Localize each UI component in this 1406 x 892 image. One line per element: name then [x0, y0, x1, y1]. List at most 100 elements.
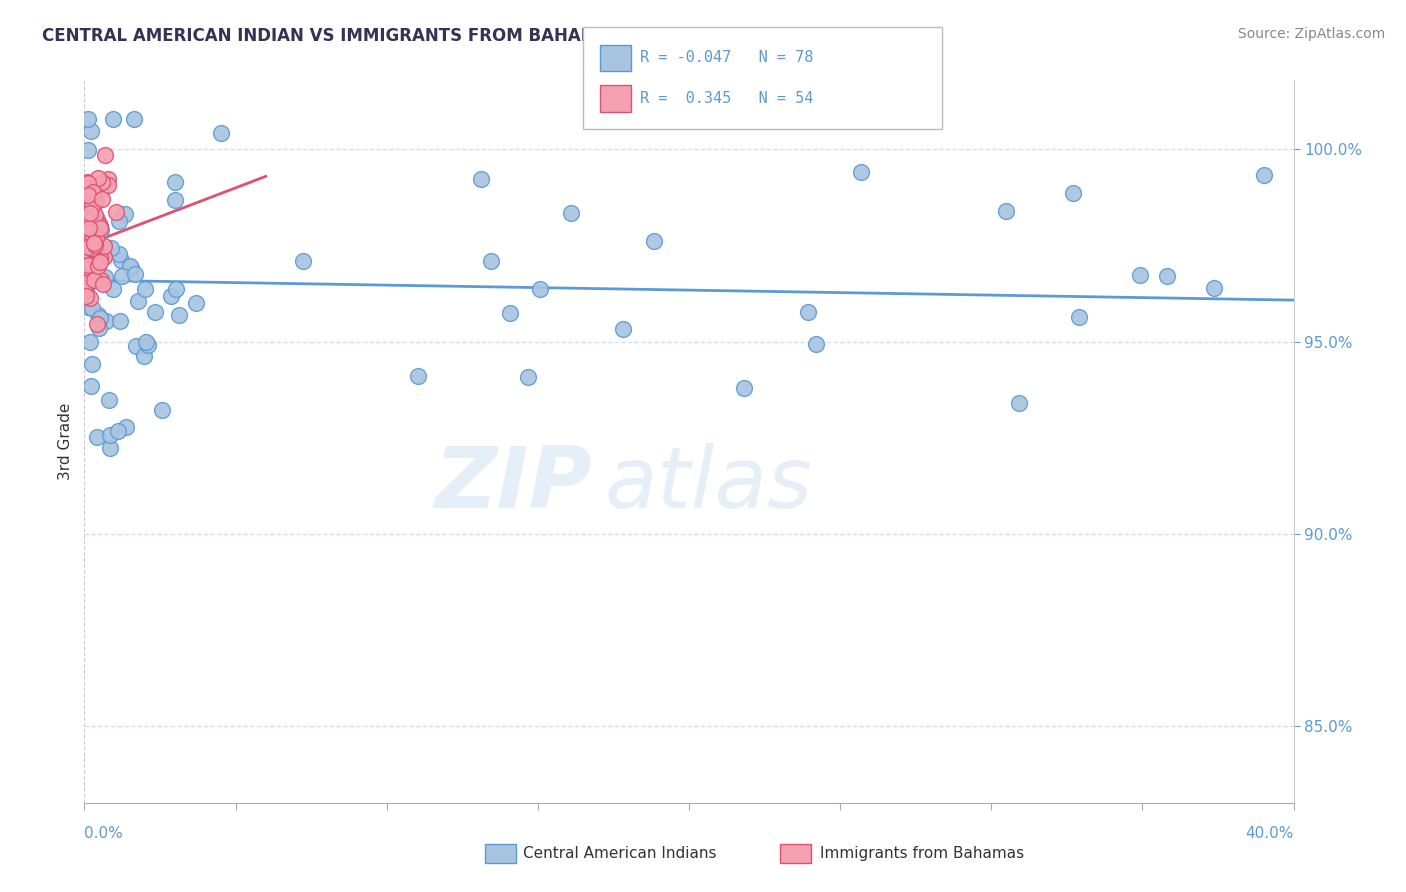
Point [73, 223, 96, 237]
Point [76, 203, 98, 218]
Point [138, 338, 160, 352]
Point [93, 238, 115, 252]
Point [143, 305, 166, 319]
Point [1253, 168, 1275, 182]
Text: 40.0%: 40.0% [1246, 826, 1294, 841]
Point [209, 127, 232, 141]
Point [100, 241, 122, 255]
Point [97, 172, 120, 186]
Point [86, 430, 108, 444]
Point [1007, 395, 1029, 409]
Point [86, 256, 108, 270]
Point [76, 300, 98, 314]
Point [1067, 310, 1090, 324]
Point [87, 259, 110, 273]
Point [163, 193, 186, 207]
Point [481, 254, 503, 268]
Point [86, 317, 108, 331]
Point [83, 273, 105, 287]
Point [995, 203, 1018, 218]
Point [498, 305, 520, 319]
Point [408, 368, 430, 383]
Point [733, 381, 755, 395]
Point [89, 251, 111, 265]
Point [90, 222, 112, 236]
Point [75, 282, 97, 296]
Point [93, 250, 115, 264]
Point [132, 349, 155, 363]
Point [79, 244, 101, 259]
Point [75, 201, 97, 215]
Point [87, 308, 110, 322]
Point [292, 253, 315, 268]
Point [804, 337, 827, 351]
Point [76, 234, 98, 248]
Point [115, 420, 138, 434]
Point [76, 143, 98, 157]
Point [77, 258, 100, 272]
Point [643, 235, 665, 249]
Text: ZIP: ZIP [434, 443, 592, 526]
Point [84, 194, 107, 208]
Point [75, 277, 97, 291]
Point [107, 247, 129, 261]
Point [76, 240, 98, 254]
Point [89, 219, 111, 233]
Point [108, 314, 131, 328]
Point [1204, 281, 1226, 295]
Point [529, 282, 551, 296]
Point [89, 220, 111, 235]
Point [135, 334, 157, 349]
Text: 0.0%: 0.0% [84, 826, 124, 841]
Point [98, 393, 121, 408]
Point [87, 321, 110, 335]
Point [91, 182, 114, 196]
Point [516, 370, 538, 384]
Point [83, 235, 105, 250]
Point [91, 277, 114, 292]
Y-axis label: 3rd Grade: 3rd Grade [58, 403, 73, 480]
Point [127, 294, 149, 309]
Point [94, 314, 117, 328]
Text: CENTRAL AMERICAN INDIAN VS IMMIGRANTS FROM BAHAMAS 3RD GRADE CORRELATION CHART: CENTRAL AMERICAN INDIAN VS IMMIGRANTS FR… [42, 27, 942, 45]
Text: Source: ZipAtlas.com: Source: ZipAtlas.com [1237, 27, 1385, 41]
Point [124, 267, 146, 281]
Point [79, 206, 101, 220]
Point [94, 270, 117, 285]
Point [165, 282, 187, 296]
Point [134, 282, 156, 296]
Point [77, 220, 100, 235]
Point [152, 402, 174, 417]
Point [125, 339, 148, 353]
Text: atlas: atlas [605, 443, 813, 526]
Point [1129, 268, 1152, 282]
Point [75, 208, 97, 222]
Point [76, 188, 98, 202]
Point [470, 171, 492, 186]
Point [75, 254, 97, 268]
Point [75, 277, 97, 292]
Text: R = -0.047   N = 78: R = -0.047 N = 78 [640, 51, 813, 65]
Text: R =  0.345   N = 54: R = 0.345 N = 54 [640, 91, 813, 105]
Point [87, 170, 110, 185]
Point [76, 181, 98, 195]
Point [849, 165, 872, 179]
Point [73, 210, 96, 224]
Point [83, 237, 105, 252]
Point [90, 192, 112, 206]
Point [84, 253, 107, 268]
Point [89, 273, 111, 287]
Point [79, 334, 101, 349]
Point [80, 124, 103, 138]
Point [94, 148, 117, 162]
Point [110, 253, 132, 268]
Point [107, 424, 129, 438]
Point [82, 358, 104, 372]
Point [83, 209, 105, 223]
Point [89, 254, 111, 268]
Point [77, 112, 100, 126]
Point [163, 175, 186, 189]
Point [76, 175, 98, 189]
Point [118, 259, 141, 273]
Point [1062, 186, 1084, 200]
